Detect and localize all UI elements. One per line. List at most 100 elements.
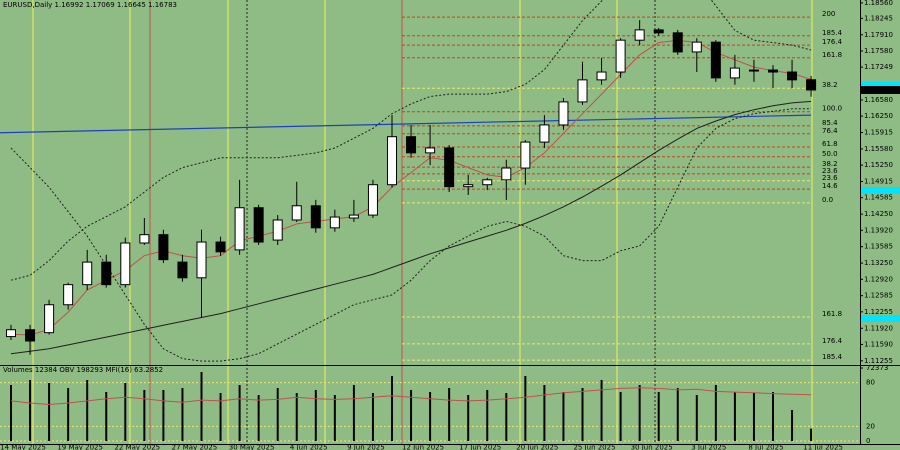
x-tick-label: 4 Jun 2025 bbox=[290, 444, 328, 450]
chart-title: EURUSD,Daily 1.16992 1.17069 1.16645 1.1… bbox=[3, 1, 177, 9]
candle-body bbox=[691, 41, 702, 53]
candle-body bbox=[367, 184, 378, 216]
trendline bbox=[0, 114, 812, 134]
candle-body bbox=[558, 101, 569, 126]
axis-highlight bbox=[861, 82, 900, 88]
y-tick-label: 1.15915 bbox=[864, 129, 893, 137]
candle-body bbox=[520, 141, 531, 169]
candle-body bbox=[329, 216, 340, 229]
fib-label: 50.0 bbox=[822, 150, 838, 158]
candle-body bbox=[253, 207, 264, 243]
fib-label: 0.0 bbox=[822, 196, 833, 204]
fib-label: 61.8 bbox=[822, 140, 838, 148]
candle-body bbox=[539, 124, 550, 143]
y2-tick-label: 0 bbox=[866, 437, 870, 445]
candle-body bbox=[177, 261, 188, 279]
candle-body bbox=[425, 147, 436, 154]
main-panel bbox=[0, 0, 817, 362]
fib-label: 176.4 bbox=[822, 38, 843, 46]
y2-tick-label: 80 bbox=[866, 379, 875, 387]
candle-body bbox=[310, 205, 321, 229]
y-tick-label: 1.13585 bbox=[864, 243, 893, 251]
y2-tick-label: 20 bbox=[866, 422, 875, 430]
y-tick-label: 1.14585 bbox=[864, 194, 893, 202]
candle-body bbox=[710, 41, 721, 79]
y-tick-label: 1.18560 bbox=[864, 0, 893, 7]
fib-label: 200 bbox=[822, 10, 835, 18]
fib-label: 23.6 bbox=[822, 174, 838, 182]
candle-body bbox=[634, 29, 645, 41]
fib-label: 100.0 bbox=[822, 105, 842, 113]
candle-body bbox=[25, 329, 36, 342]
candle-body bbox=[596, 71, 607, 81]
y-tick-label: 1.11255 bbox=[864, 357, 893, 365]
candle-body bbox=[615, 39, 626, 73]
candle-body bbox=[577, 79, 588, 103]
y-tick-label: 1.14915 bbox=[864, 178, 893, 186]
fib-label: 176.4 bbox=[822, 337, 843, 345]
x-tick-label: 17 Jun 2025 bbox=[459, 444, 501, 450]
y-tick-label: 1.18245 bbox=[864, 14, 893, 22]
fib-label: 38.2 bbox=[822, 160, 838, 168]
candle-body bbox=[387, 136, 397, 186]
y-tick-label: 1.15250 bbox=[864, 161, 893, 169]
candle-body bbox=[291, 205, 302, 221]
x-tick-label: 11 Jul 2025 bbox=[803, 444, 843, 450]
indicator-title: Volumes 12384 OBV 198293 MFI(16) 63.2852 bbox=[3, 366, 163, 374]
candle-body bbox=[768, 69, 778, 73]
y-tick-label: 1.13250 bbox=[864, 259, 893, 267]
y-tick-label: 1.15580 bbox=[864, 145, 893, 153]
fib-label: 161.8 bbox=[822, 51, 842, 59]
volume-panel bbox=[0, 372, 860, 442]
candle-body bbox=[806, 79, 817, 91]
fib-label: 14.6 bbox=[822, 182, 838, 190]
x-tick-label: 19 May 2025 bbox=[57, 444, 103, 450]
x-tick-label: 30 May 2025 bbox=[229, 444, 275, 450]
candle-body bbox=[6, 329, 16, 338]
candle-body bbox=[463, 184, 474, 188]
candle-body bbox=[787, 71, 798, 81]
candle-body bbox=[63, 284, 74, 306]
fib-label: 38.2 bbox=[822, 81, 838, 89]
candle-body bbox=[101, 261, 112, 286]
candle-body bbox=[482, 179, 493, 186]
candle-body bbox=[501, 167, 512, 181]
y-tick-label: 1.17249 bbox=[864, 63, 893, 71]
y-tick-label: 1.14250 bbox=[864, 210, 893, 218]
candle-body bbox=[406, 136, 417, 154]
y-tick-label: 1.13920 bbox=[864, 226, 893, 234]
candle-body bbox=[272, 219, 283, 241]
x-tick-label: 3 Jul 2025 bbox=[691, 444, 726, 450]
y-tick-label: 1.11590 bbox=[864, 340, 893, 348]
x-tick-label: 22 May 2025 bbox=[114, 444, 160, 450]
y-tick-label: 1.17580 bbox=[864, 47, 893, 55]
candle-body bbox=[120, 242, 131, 286]
y-tick-label: 1.16580 bbox=[864, 96, 893, 104]
candle-body bbox=[158, 234, 169, 261]
y-tick-label: 1.12255 bbox=[864, 308, 893, 316]
x-tick-label: 14 May 2025 bbox=[0, 444, 46, 450]
axis-highlight bbox=[861, 315, 900, 322]
period-separators bbox=[32, 0, 813, 444]
candle-body bbox=[653, 29, 664, 34]
y-tick-label: 1.12920 bbox=[864, 275, 893, 283]
y-tick-label: 72373 bbox=[866, 364, 888, 372]
candle-body bbox=[672, 32, 683, 53]
y-tick-label: 1.12585 bbox=[864, 292, 893, 300]
x-tick-label: 20 Jun 2025 bbox=[516, 444, 558, 450]
x-tick-label: 9 Jun 2025 bbox=[347, 444, 385, 450]
candle-body bbox=[748, 69, 759, 72]
x-tick-label: 8 Jul 2025 bbox=[748, 444, 783, 450]
candle-body bbox=[444, 147, 455, 188]
candle-body bbox=[139, 234, 150, 244]
fib-label: 23.6 bbox=[822, 167, 838, 175]
fib-label: 76.4 bbox=[822, 127, 838, 135]
candle-body bbox=[348, 214, 359, 219]
candle-body bbox=[729, 67, 740, 79]
y-tick-label: 1.17910 bbox=[864, 31, 893, 39]
indicator-line bbox=[10, 387, 812, 406]
current-price-box bbox=[861, 86, 900, 95]
current-price-label: 1.16783 bbox=[864, 86, 893, 94]
candle-body bbox=[215, 241, 226, 253]
